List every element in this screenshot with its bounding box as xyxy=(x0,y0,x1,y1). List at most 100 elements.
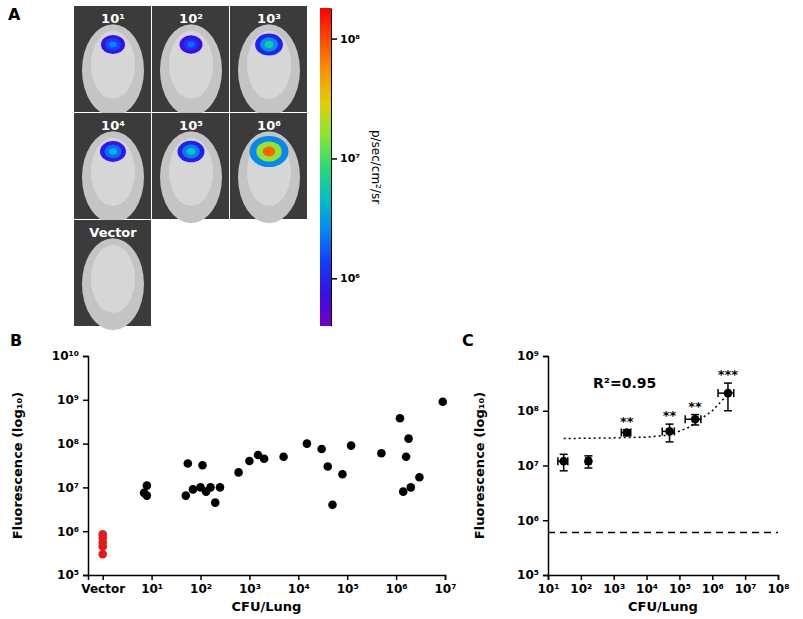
signal-blob xyxy=(178,141,205,163)
mouse-body xyxy=(160,24,222,116)
error-cap xyxy=(621,429,623,437)
panel-letter: C xyxy=(462,331,474,350)
tick: 10⁴ xyxy=(288,575,310,596)
tick: 10¹⁰ xyxy=(52,349,88,363)
tick-label: 10⁸ xyxy=(517,404,539,418)
point xyxy=(404,434,413,443)
plot-area xyxy=(548,383,778,532)
tick: 10⁵ xyxy=(57,568,88,582)
point xyxy=(143,481,152,490)
point xyxy=(724,389,733,398)
point xyxy=(584,457,593,466)
tick: Vector xyxy=(81,575,125,596)
tick-mark xyxy=(745,575,747,580)
image-tile: 10¹ xyxy=(74,6,151,116)
point xyxy=(189,485,198,494)
tick-mark xyxy=(83,400,88,402)
tick-mark xyxy=(298,575,300,580)
point xyxy=(438,398,447,407)
tick: 10¹ xyxy=(141,575,163,596)
point xyxy=(399,487,408,496)
tick: 10⁷ xyxy=(57,481,88,495)
plot-area xyxy=(98,398,447,559)
signal-blob xyxy=(100,141,126,162)
tick: 10⁹ xyxy=(517,349,548,363)
error-cap xyxy=(666,423,674,425)
point xyxy=(559,457,568,466)
tick: 10⁵ xyxy=(517,568,548,582)
mouse-back xyxy=(169,31,213,99)
tile-label: 10⁵ xyxy=(179,118,203,133)
tick-mark xyxy=(646,575,648,580)
signal-blob xyxy=(187,148,196,155)
point xyxy=(245,457,254,466)
tick: 10⁶ xyxy=(57,525,88,539)
point xyxy=(622,428,631,437)
tick: 10⁸ xyxy=(57,437,88,451)
point xyxy=(279,452,288,461)
signal-blob xyxy=(255,33,283,55)
tick: 10⁵ xyxy=(337,575,359,596)
point xyxy=(407,483,416,492)
tile-label: Vector xyxy=(89,225,137,240)
error-cap xyxy=(560,470,568,472)
error-cap xyxy=(724,410,732,412)
error-cap xyxy=(684,415,686,423)
x-axis-title: CFU/Lung xyxy=(232,599,302,614)
tick-label: 10⁷ xyxy=(57,481,79,495)
tick-mark xyxy=(712,575,714,580)
tick: 10⁶ xyxy=(517,514,548,528)
mouse-back xyxy=(91,31,135,99)
tick-label: 10⁸ xyxy=(57,437,79,451)
image-tile: 10⁵ xyxy=(152,113,229,223)
line xyxy=(548,532,778,534)
tick-label: 10⁷ xyxy=(435,582,457,596)
colorbar xyxy=(320,8,331,326)
signal-blob xyxy=(265,41,274,48)
error-cap xyxy=(584,467,592,469)
y-axis-title: Fluorescence (log₁₀) xyxy=(472,392,487,539)
point xyxy=(396,414,405,423)
axis-line xyxy=(543,357,549,576)
tick-label: 10⁹ xyxy=(517,349,539,363)
tick: 10⁵ xyxy=(669,575,691,596)
point xyxy=(184,459,193,468)
tick-label: 10⁵ xyxy=(669,582,691,596)
error-cap xyxy=(666,441,674,443)
axis: 10⁵10⁶10⁷10⁸10⁹ xyxy=(517,349,548,582)
tick-label: 10⁶ xyxy=(702,582,724,596)
tick: 10⁷ xyxy=(435,575,457,596)
tick-mark xyxy=(200,575,202,580)
tick: 10³ xyxy=(603,575,625,596)
panel-letter: B xyxy=(10,331,22,350)
tick-label: 10⁵ xyxy=(517,568,539,582)
tick-label: 10⁸ xyxy=(768,582,790,596)
image-tile: 10⁶ xyxy=(230,113,307,223)
point xyxy=(347,441,356,450)
tile-label: 10³ xyxy=(257,11,281,26)
tick-mark xyxy=(83,575,88,577)
signal-blob xyxy=(256,141,281,161)
significance-label: ** xyxy=(620,414,634,429)
tick-mark xyxy=(543,465,548,467)
tick: 10⁴ xyxy=(636,575,658,596)
mouse-body xyxy=(160,131,222,223)
tile-label: 10⁴ xyxy=(101,118,125,133)
axis: 10¹10²10³10⁴10⁵10⁶10⁷10⁸ xyxy=(538,575,790,596)
tick-label: 10¹⁰ xyxy=(52,349,79,363)
tick: 10² xyxy=(190,575,212,596)
image-tile: Vector xyxy=(74,220,151,330)
tile-label: 10² xyxy=(179,11,203,26)
point xyxy=(323,462,332,471)
tick-label: 10⁷ xyxy=(735,582,757,596)
tick: 10⁸ xyxy=(517,404,548,418)
tick-label: 10⁴ xyxy=(288,582,310,596)
point xyxy=(402,452,411,461)
tick: 10³ xyxy=(239,575,261,596)
point xyxy=(216,483,225,492)
point xyxy=(415,473,424,482)
tick-mark xyxy=(581,575,583,580)
axis: 10⁶10⁷10⁸ xyxy=(331,9,360,327)
point xyxy=(211,498,220,507)
mouse-back xyxy=(91,245,135,313)
